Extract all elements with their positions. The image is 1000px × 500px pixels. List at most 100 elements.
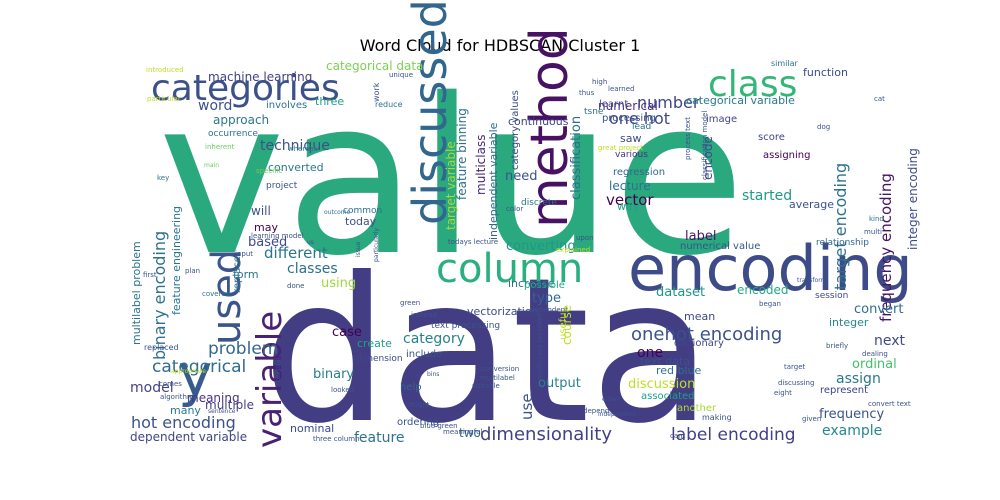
word-multiclass-problem: multiclass problem	[536, 313, 544, 380]
word-sentence: sentence	[208, 408, 236, 415]
word-example: example	[822, 423, 882, 439]
word-replaced: replaced	[144, 343, 179, 352]
word-convert: convert	[854, 302, 903, 317]
word-nominal: nominal	[290, 422, 334, 435]
word-instead: instead	[411, 311, 437, 319]
word-one: one	[637, 345, 663, 361]
word-next: next	[874, 333, 906, 349]
word-numerical-value: numerical value	[680, 241, 760, 252]
word-classification: classification	[569, 116, 584, 200]
word-value: value	[158, 52, 745, 303]
word-cat: cat	[874, 95, 885, 103]
word-outcome: outcome	[324, 209, 351, 216]
word-categorical-data: categorical data	[326, 59, 423, 73]
word-comes: comes	[159, 380, 182, 388]
word-briefly: briefly	[826, 342, 848, 350]
word-either: either	[602, 396, 620, 403]
word-input: input	[235, 250, 253, 258]
word-dependent-variable: dependent variable	[130, 430, 247, 444]
word-integer-encoding: integer encoding	[906, 148, 920, 250]
word-case: case	[332, 325, 362, 340]
word-variable: variable	[250, 311, 290, 448]
word-function: function	[803, 66, 848, 79]
word-binary-encoding: binary encoding	[150, 231, 169, 360]
word-onehot-encoding: onehot encoding	[631, 324, 782, 345]
word-today: today	[345, 215, 377, 228]
word-main: main	[204, 162, 219, 169]
word-model: model	[130, 380, 174, 396]
word-us: us	[307, 239, 314, 246]
word-particularly: particularly	[373, 227, 380, 262]
word-vectorization: vectorization	[467, 305, 539, 318]
word-another: another	[677, 403, 717, 414]
word-target-encoding: target encoding	[831, 163, 850, 290]
word-done: done	[287, 282, 304, 290]
word-ordering: ordering	[397, 417, 439, 428]
word-three-column: three column	[313, 435, 360, 443]
word-project: project	[266, 181, 298, 191]
word-common: common	[343, 206, 382, 216]
word-classes: classes	[287, 261, 338, 277]
word-converting: converting	[506, 239, 576, 254]
word-conversion: conversion	[481, 365, 519, 373]
word-tsne: tsne	[584, 107, 604, 117]
word-discussion: discussion	[628, 377, 695, 392]
word-score: score	[758, 132, 785, 143]
word-data: data	[262, 235, 713, 468]
word-column: column	[436, 246, 583, 292]
word-learnt: learnt	[599, 99, 628, 110]
word-categories: categories	[151, 68, 340, 109]
word-way: way	[617, 200, 640, 213]
word-useful: useful	[558, 310, 569, 340]
word-machine-learning: machine learning	[208, 70, 312, 84]
word-course: course	[560, 305, 574, 345]
word-number: number	[637, 93, 700, 112]
word-discussed: discussed	[403, 0, 457, 225]
word-reduce: reduce	[375, 100, 403, 109]
word-approach: approach	[213, 113, 269, 127]
word-covered: covered	[202, 290, 230, 298]
word-associated: associated	[641, 391, 695, 402]
word-hot-encoding: hot encoding	[131, 413, 236, 432]
word-dependent: dependent	[530, 306, 568, 314]
word-color: color	[506, 205, 523, 213]
word-represent: represent	[820, 385, 868, 396]
word-method: method	[520, 27, 580, 228]
word-form: form	[233, 268, 259, 281]
word-dimensionality: dimensionality	[480, 424, 612, 445]
word-feature-binning: feature binning	[455, 108, 469, 200]
word-great-project: great project	[598, 144, 643, 152]
word-dealing: dealing	[862, 350, 888, 358]
word-label-encoding: label encoding	[671, 425, 796, 445]
word-looked: looked	[331, 386, 354, 394]
word-will: will	[251, 204, 271, 218]
word-textual: textual	[274, 357, 282, 382]
word-binary: binary	[313, 367, 354, 382]
word-might: might	[409, 401, 430, 409]
word-integer: integer	[829, 316, 869, 329]
word-process-text: process text	[684, 117, 692, 160]
word-encoded: encoded	[737, 283, 789, 297]
word-began: began	[759, 300, 781, 308]
word-assigning: assigning	[763, 150, 810, 161]
word-multiple: multiple	[205, 398, 254, 412]
word-dog: dog	[817, 123, 830, 131]
word-classification-model: classification model	[701, 111, 709, 180]
word-help: help	[400, 382, 422, 393]
chart-title: Word Cloud for HDBSCAN Cluster 1	[359, 36, 641, 55]
word-various: various	[615, 150, 648, 160]
word-type: type	[532, 291, 561, 306]
word-plan: plan	[185, 267, 200, 275]
word-given: given	[802, 415, 821, 423]
word-multilabel-problem: multilabel problem	[130, 241, 143, 345]
word-dictionary: dictionary	[674, 338, 724, 349]
word-lecture: lecture	[609, 179, 651, 193]
word-using: using	[321, 276, 356, 291]
word-session: session	[815, 291, 848, 301]
word-lead: lead	[632, 122, 651, 132]
word-depend: depend	[583, 407, 609, 415]
word-average: average	[789, 198, 834, 211]
word-kind: kind	[869, 215, 884, 223]
word-create: create	[357, 337, 392, 350]
